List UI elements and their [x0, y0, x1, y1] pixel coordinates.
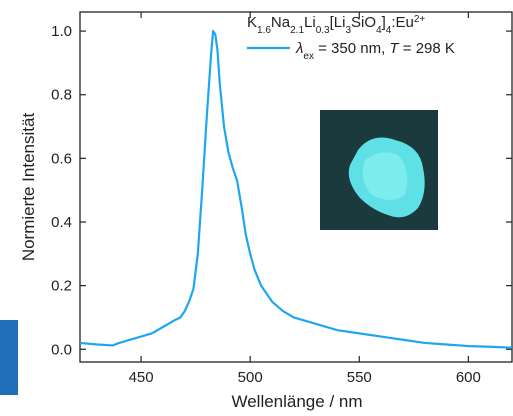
y-tick-label: 0.8 — [51, 87, 72, 104]
text-part: = 350 nm, — [314, 40, 389, 57]
spectrum-line — [79, 29, 513, 349]
text-part: 2+ — [414, 14, 426, 25]
text-part: Na — [271, 14, 291, 31]
y-tick-label: 0.0 — [51, 341, 72, 358]
text-part: 2.1 — [290, 25, 304, 36]
plot-frame — [79, 11, 513, 363]
annotation: K1.6Na2.1Li0.3[Li3SiO4]4:Eu2+ — [247, 14, 425, 36]
x-tick-label: 500 — [238, 369, 263, 386]
inset-photo — [320, 110, 438, 230]
x-axis-label: Wellenlänge / nm — [231, 392, 362, 411]
legend-label: λex = 350 nm, T = 298 K — [295, 40, 455, 62]
text-part: 1.6 — [257, 25, 271, 36]
x-tick-label: 550 — [347, 369, 372, 386]
y-tick-label: 0.2 — [51, 278, 72, 295]
text-part: = 298 K — [399, 40, 455, 57]
text-part: λ — [295, 40, 303, 57]
side-tab — [0, 320, 18, 395]
text-part: 3 — [345, 25, 351, 36]
y-tick-label: 0.4 — [51, 214, 72, 231]
y-tick-label: 0.6 — [51, 150, 72, 167]
x-tick-label: 450 — [129, 369, 154, 386]
x-tick-label: 600 — [456, 369, 481, 386]
y-tick-label: 1.0 — [51, 23, 72, 40]
text-part: 0.3 — [316, 25, 330, 36]
text-part: K — [247, 14, 257, 31]
text-part: 4 — [376, 25, 382, 36]
text-part: ex — [303, 51, 314, 62]
y-axis-label: Normierte Intensität — [19, 113, 38, 262]
text-part: Li — [304, 14, 316, 31]
text-part: T — [389, 40, 400, 57]
text-part: SiO — [351, 14, 376, 31]
text-part: :Eu — [391, 14, 414, 31]
text-part: ] — [382, 14, 386, 31]
text-part: [Li — [330, 14, 346, 31]
text-part: 4 — [386, 25, 392, 36]
